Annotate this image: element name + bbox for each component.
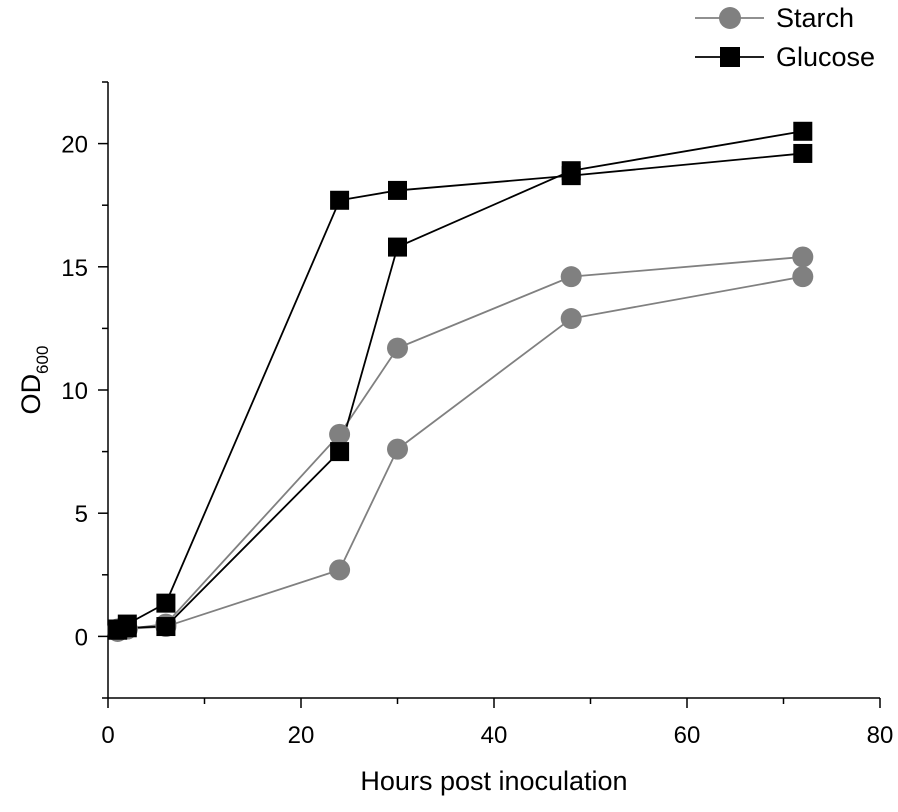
data-point-glucose-2 [156,617,176,637]
axes [107,82,880,699]
data-point-starch-1 [329,423,351,445]
x-tick-label: 60 [674,722,701,749]
series-markers [107,121,814,642]
x-tick-label: 40 [481,722,508,749]
legend: Starch Glucose [695,3,875,72]
series-line-glucose-2 [117,130,803,632]
y-tick-label: 0 [75,624,88,651]
y-axis-title: OD600 [16,346,52,415]
legend-glucose-square-marker [720,47,740,67]
y-axis-title-main: OD [16,374,46,415]
x-tick-label: 0 [101,722,114,749]
y-tick-label: 10 [61,378,88,405]
data-point-glucose-2 [561,161,581,181]
data-point-glucose-1 [793,143,813,163]
legend-starch-label: Starch [776,3,854,33]
data-point-starch-1 [792,246,814,268]
data-point-glucose-2 [330,442,350,462]
data-point-starch-1 [387,337,408,359]
series-line-glucose-1 [117,152,803,630]
data-point-starch-2 [329,559,351,581]
data-point-starch-2 [792,266,814,288]
data-point-glucose-2 [388,237,407,257]
y-tick-label: 20 [61,132,88,159]
x-axis-title: Hours post inoculation [360,766,627,796]
ticks: 0 20 40 60 80 0 5 10 15 20 [61,81,894,749]
series-line-starch-2 [117,275,803,633]
data-point-starch-2 [560,308,582,330]
legend-glucose-label: Glucose [776,42,875,72]
x-tick-label: 20 [288,722,315,749]
legend-starch-circle-marker [719,7,741,29]
data-point-starch-1 [560,266,582,288]
series-line-starch-1 [117,256,803,630]
data-point-starch-2 [387,438,408,460]
y-axis-title-subscript: 600 [33,346,52,374]
legend-item-starch: Starch [695,3,854,33]
data-point-glucose-2 [117,618,137,638]
y-tick-label: 5 [75,501,88,528]
series-lines [117,130,803,633]
y-tick-label: 15 [61,255,88,282]
data-point-glucose-1 [156,593,176,613]
data-point-glucose-1 [388,180,407,200]
x-tick-label: 80 [867,722,894,749]
data-point-glucose-1 [330,190,350,210]
legend-item-glucose: Glucose [695,42,875,72]
data-point-glucose-2 [793,121,813,141]
